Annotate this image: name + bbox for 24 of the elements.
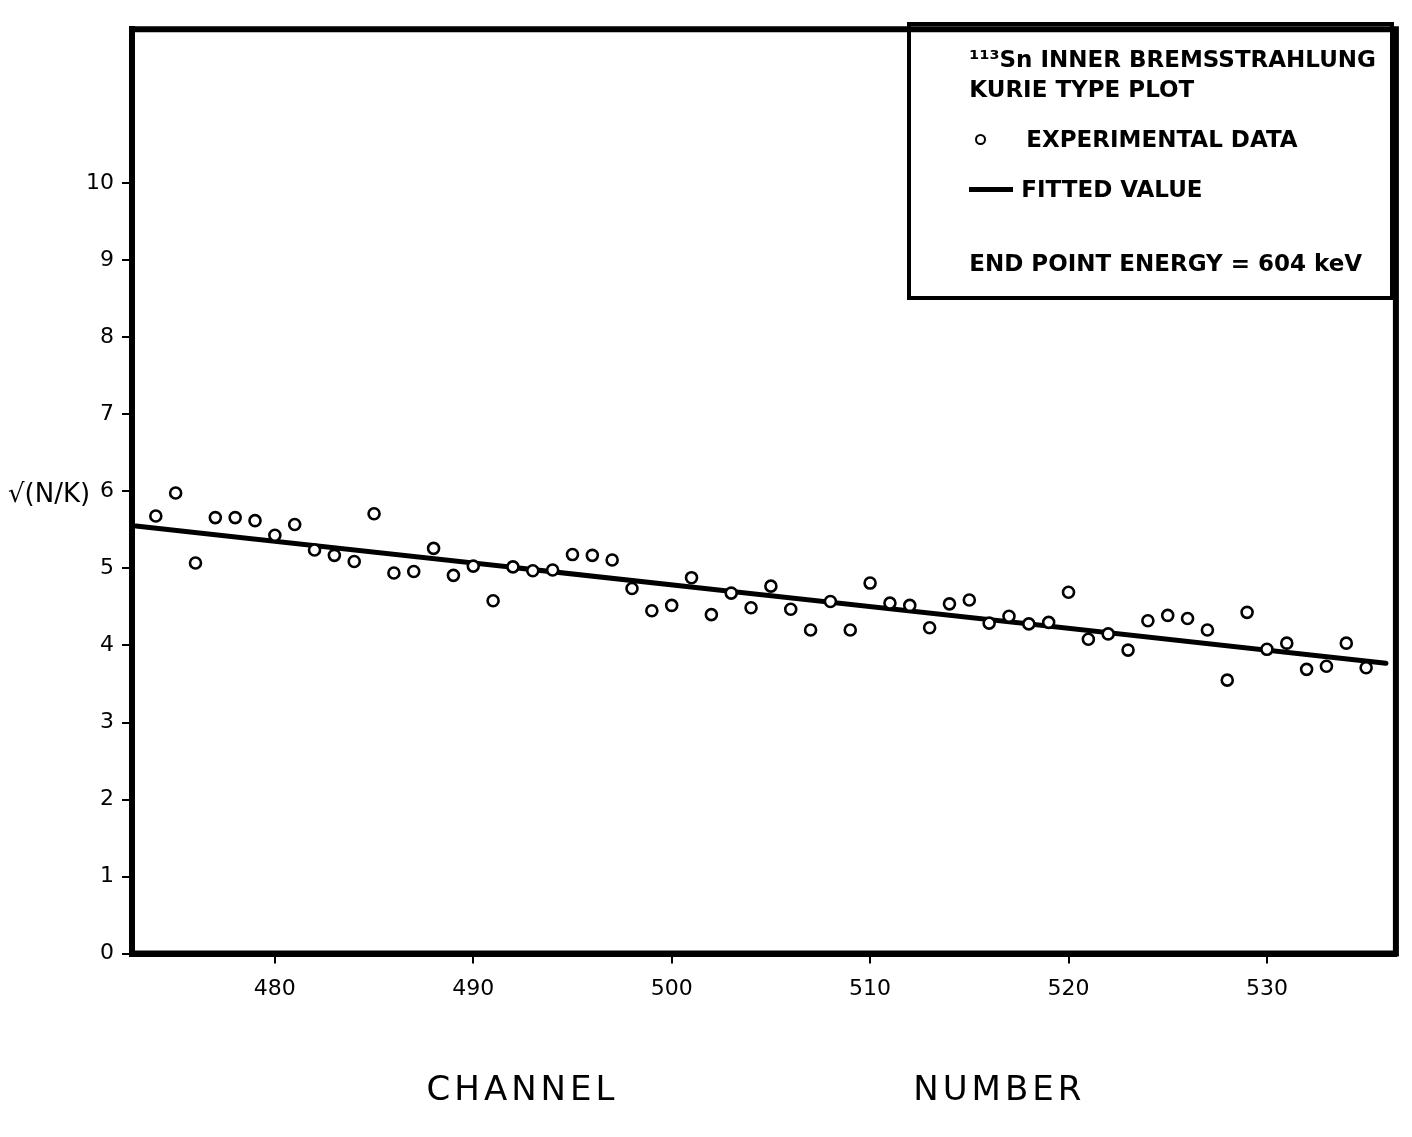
- text: KURIE TYPE PLOT: [969, 75, 1196, 104]
- y-tick-label: 2: [99, 785, 114, 811]
- text: ¹¹³Sn INNER BREMSSTRAHLUNG: [969, 45, 1376, 74]
- x-tick-label: 510: [849, 974, 892, 1000]
- y-tick-label: 4: [99, 631, 114, 657]
- y-tick-label: 3: [99, 708, 114, 734]
- x-tick-label: 520: [1047, 974, 1090, 1000]
- x-tick-label: 500: [650, 974, 693, 1000]
- x-tick-label: 490: [452, 974, 495, 1000]
- legend-label: EXPERIMENTAL DATA: [1026, 125, 1298, 154]
- y-tick-label: 1: [99, 862, 114, 888]
- y-tick-label: 7: [99, 400, 114, 426]
- y-tick-label: 10: [85, 168, 114, 194]
- x-tick-label: 530: [1245, 974, 1288, 1000]
- y-tick-label: 0: [99, 939, 114, 965]
- legend-label: FITTED VALUE: [1021, 175, 1203, 204]
- annotation: END POINT ENERGY = 604 keV: [969, 249, 1364, 278]
- y-tick-label: 9: [99, 246, 114, 272]
- y-tick-label: 6: [99, 477, 114, 503]
- y-tick-label: 5: [99, 554, 114, 580]
- x-axis-title: CHANNEL NUMBER: [425, 1068, 1087, 1108]
- x-tick-label: 480: [253, 974, 296, 1000]
- y-axis-title: √(N/K): [8, 478, 91, 508]
- y-tick-label: 8: [99, 323, 114, 349]
